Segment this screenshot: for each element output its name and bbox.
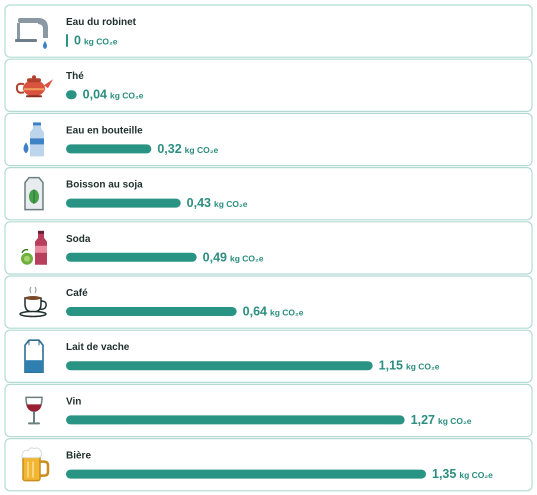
value-unit: kg CO₂e <box>185 145 219 155</box>
category-label: Vin <box>66 396 81 407</box>
value-label: 1,35 kg CO₂e <box>432 467 493 481</box>
bar <box>66 252 197 262</box>
category-label: Eau du robinet <box>66 17 137 28</box>
row-card <box>4 438 533 492</box>
value-unit: kg CO₂e <box>459 470 493 480</box>
chart-row: Thé 0,04 kg CO₂e <box>4 58 533 113</box>
value-label: 0,32 kg CO₂e <box>157 142 218 156</box>
value-label: 0,04 kg CO₂e <box>83 88 144 102</box>
value-number: 0 <box>74 34 81 48</box>
row-card <box>4 275 533 329</box>
value-unit: kg CO₂e <box>84 37 118 47</box>
value-unit: kg CO₂e <box>110 91 144 101</box>
value-label: 0 kg CO₂e <box>74 34 118 48</box>
category-label: Lait de vache <box>66 342 130 353</box>
row-card <box>4 221 533 275</box>
milk-carton-icon <box>24 339 44 374</box>
value-number: 0,32 <box>157 142 181 156</box>
chart-row: Eau du robinet 0 kg CO₂e <box>4 4 533 58</box>
category-label: Boisson au soja <box>66 180 143 191</box>
value-unit: kg CO₂e <box>230 253 264 263</box>
chart-row: Lait de vache 1,15 kg CO₂e <box>4 329 533 384</box>
category-label: Thé <box>66 71 84 82</box>
category-label: Soda <box>66 234 91 245</box>
value-number: 0,43 <box>187 196 211 210</box>
value-label: 0,43 kg CO₂e <box>187 196 248 210</box>
row-card <box>4 112 533 167</box>
value-number: 1,15 <box>379 359 403 373</box>
bar <box>66 307 237 316</box>
bar <box>66 144 152 154</box>
category-label: Bière <box>66 451 91 462</box>
category-label: Café <box>66 288 88 299</box>
value-label: 1,27 kg CO₂e <box>411 413 472 427</box>
chart-row: Boisson au soja 0,43 kg CO₂e <box>4 167 533 221</box>
soy-milk-carton-icon <box>24 176 44 211</box>
row-card <box>4 329 533 384</box>
chart-row: Eau en bouteille 0,32 kg CO₂e <box>4 112 533 167</box>
bar <box>66 90 77 100</box>
value-unit: kg CO₂e <box>214 199 248 209</box>
bar <box>66 34 68 47</box>
row-card <box>4 383 533 438</box>
row-card <box>4 167 533 221</box>
row-card <box>4 4 533 58</box>
value-unit: kg CO₂e <box>406 362 440 372</box>
chart-row: Vin 1,27 kg CO₂e <box>4 383 533 438</box>
value-unit: kg CO₂e <box>438 416 472 426</box>
chart-row: Bière 1,35 kg CO₂e <box>4 438 533 492</box>
chart-row: Soda 0,49 kg CO₂e <box>4 221 533 275</box>
category-label: Eau en bouteille <box>66 125 143 136</box>
value-number: 0,04 <box>83 88 107 102</box>
value-number: 0,64 <box>243 305 267 319</box>
value-unit: kg CO₂e <box>270 308 304 318</box>
row-card <box>4 58 533 113</box>
value-label: 0,64 kg CO₂e <box>243 305 304 319</box>
bar <box>66 198 181 208</box>
bar <box>66 469 426 479</box>
value-number: 0,49 <box>203 250 227 264</box>
bar <box>66 415 405 425</box>
chart-row: Café 0,64 kg CO₂e <box>4 275 533 329</box>
value-number: 1,35 <box>432 467 456 481</box>
value-label: 0,49 kg CO₂e <box>203 250 264 264</box>
value-label: 1,15 kg CO₂e <box>379 359 440 373</box>
value-number: 1,27 <box>411 413 435 427</box>
bar <box>66 361 373 371</box>
